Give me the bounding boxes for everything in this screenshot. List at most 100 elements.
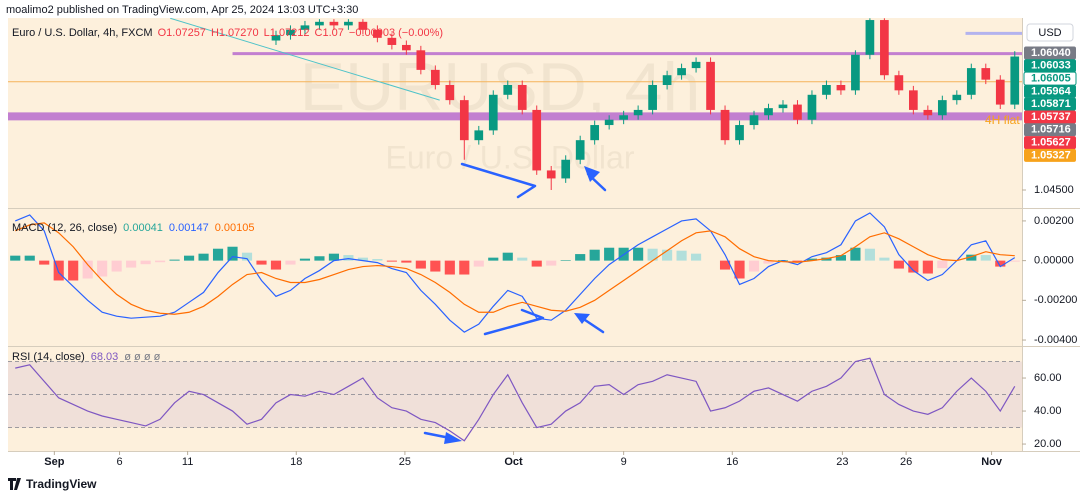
- macd-value: 0.00147: [169, 222, 209, 234]
- histogram-bar: [763, 260, 774, 264]
- histogram-bar: [430, 260, 441, 272]
- candle-body: [706, 61, 715, 110]
- trend-line: [170, 18, 440, 101]
- annotation: 4H flat: [985, 113, 1020, 127]
- candle-body: [590, 125, 600, 141]
- ohlc-close: C1.07: [315, 27, 344, 39]
- candle-body: [315, 21, 324, 26]
- histogram-bar: [589, 249, 600, 261]
- candle-body: [735, 125, 744, 141]
- candle-body: [966, 68, 976, 95]
- histogram-bar: [734, 260, 745, 279]
- histogram-bar: [444, 260, 455, 275]
- candle-body: [474, 130, 484, 141]
- histogram-bar: [575, 254, 586, 261]
- x-tick-label: Nov: [981, 456, 1003, 468]
- ohlc-open: O1.07257: [158, 27, 206, 39]
- ohlc-low: L1.07212: [264, 27, 310, 39]
- x-tick-label: 26: [900, 456, 912, 468]
- histogram-bar: [212, 248, 224, 261]
- candle-body: [300, 25, 310, 30]
- histogram-bar: [82, 260, 93, 279]
- candle-body: [488, 94, 498, 131]
- candle-body: [793, 104, 802, 120]
- histogram-bar: [502, 252, 513, 261]
- y-tick-label: -0.00200: [1034, 294, 1077, 306]
- brand: TradingView: [26, 477, 97, 491]
- histogram-bar: [879, 257, 890, 261]
- x-tick-label: 9: [621, 456, 627, 468]
- arrowheads: [444, 166, 600, 444]
- histogram-bar: [285, 260, 296, 265]
- histogram-bar: [24, 255, 35, 261]
- candle-body: [286, 29, 295, 36]
- watermark: EURUSD, 4h: [300, 49, 701, 125]
- candle-body: [633, 109, 643, 116]
- price-badge: [1024, 136, 1076, 150]
- candle-body: [271, 35, 281, 41]
- histogram-bar: [806, 258, 818, 261]
- candle-body: [561, 159, 571, 179]
- histogram-bar: [401, 260, 412, 263]
- candle-body: [532, 109, 542, 171]
- candle-body: [445, 85, 455, 101]
- histogram-bar: [299, 258, 311, 261]
- histogram-bar: [995, 260, 1006, 267]
- signal-value: 0.00105: [215, 222, 255, 234]
- candle-body: [749, 115, 759, 126]
- histogram-bar: [256, 260, 267, 265]
- histogram-bar: [473, 260, 484, 267]
- histogram-bar: [662, 249, 673, 261]
- histogram-bar: [357, 257, 368, 261]
- candle-body: [720, 109, 730, 141]
- price-badge-label: 1.06033: [1031, 60, 1071, 72]
- candle-body: [402, 44, 411, 51]
- histogram-bar: [647, 248, 658, 261]
- macd-pane: [10, 212, 1020, 333]
- histogram-bar: [850, 247, 861, 261]
- price-badge: [1024, 46, 1076, 60]
- candle-body: [952, 94, 962, 101]
- candle-body: [329, 21, 339, 26]
- candle-body: [604, 119, 614, 126]
- price-badge: [1024, 59, 1076, 73]
- candle-body: [459, 100, 469, 141]
- macd-legend: MACD (12, 26, close) 0.00041 0.00147 0.0010…: [12, 222, 254, 234]
- candle-body: [937, 100, 947, 116]
- ohlc-high: H1.07270: [211, 27, 259, 39]
- rsi-title: RSI (14, close): [12, 351, 85, 363]
- macd-title: MACD (12, 26, close): [12, 222, 117, 234]
- candle-body: [677, 68, 686, 76]
- watermark-sub: Euro / U.S. Dollar: [386, 139, 635, 175]
- histogram-bar: [691, 253, 702, 261]
- histogram-bar: [97, 260, 108, 277]
- x-tick-label: 16: [726, 456, 738, 468]
- rsi-legend: RSI (14, close) 68.03 ø ø ø ø: [12, 351, 161, 363]
- histogram-bar: [328, 253, 339, 261]
- arrow: [483, 308, 545, 336]
- price-badge: [1024, 84, 1076, 98]
- price-badge-label: 1.05716: [1031, 124, 1071, 136]
- currency[interactable]: USD: [1038, 27, 1061, 39]
- candle-body: [909, 90, 918, 110]
- x-tick-label: 25: [399, 456, 411, 468]
- rsi-line: [15, 357, 1016, 442]
- candle-body: [836, 85, 846, 91]
- histogram-bar: [198, 253, 209, 261]
- price-badge-label: 1.05871: [1031, 98, 1071, 110]
- histogram-bar: [604, 247, 615, 261]
- currency-button[interactable]: [1026, 23, 1074, 42]
- logo: [8, 478, 21, 490]
- candle-body: [546, 170, 556, 179]
- histogram-bar: [415, 260, 426, 269]
- candle-body: [430, 69, 440, 86]
- symbol-legend: Euro / U.S. Dollar, 4h, FXCM O1.07257 H1.0…: [12, 27, 443, 39]
- price-badge-label: 1.05737: [1031, 111, 1071, 123]
- candle-body: [662, 75, 672, 86]
- candle-body: [894, 75, 904, 91]
- histogram-bar: [546, 260, 557, 266]
- histogram-bar: [488, 257, 499, 261]
- histogram-bar: [719, 260, 731, 270]
- candle-body: [648, 85, 657, 110]
